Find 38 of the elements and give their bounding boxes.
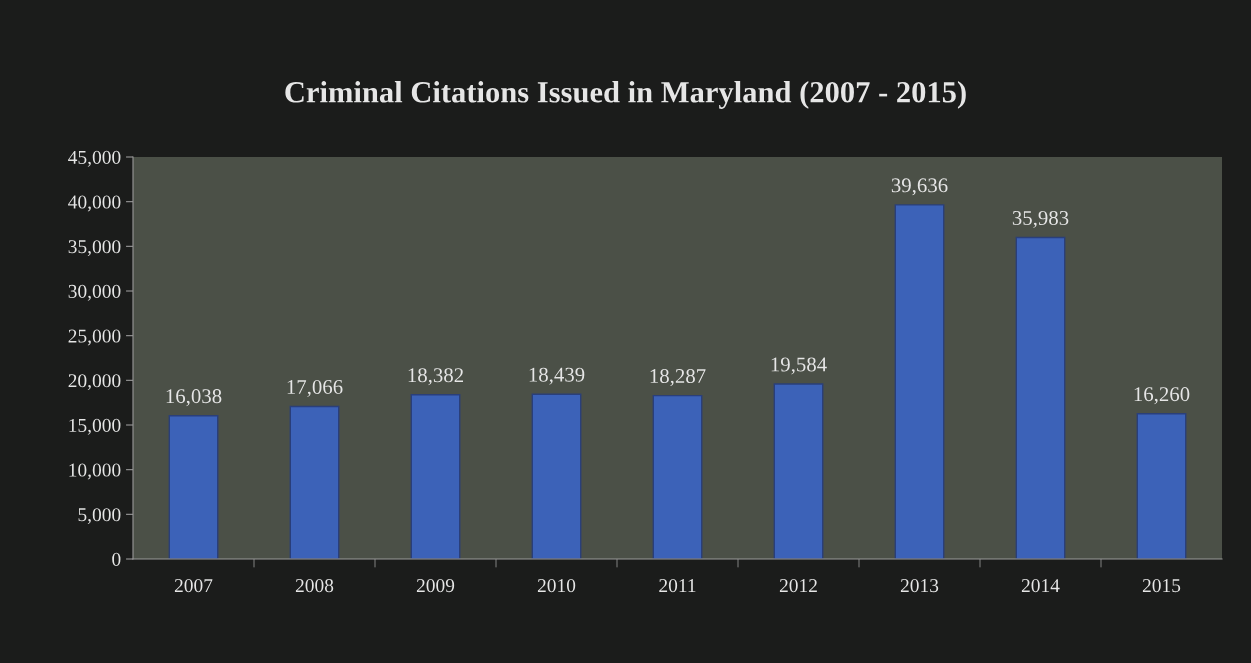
y-tick-label: 10,000 [69, 463, 121, 480]
data-label: 39,636 [891, 178, 948, 196]
y-tick-label: 25,000 [68, 329, 121, 346]
x-tick-label: 2008 [295, 579, 334, 593]
data-label: 16,038 [166, 389, 222, 407]
bar [894, 204, 945, 559]
x-tick-label: 2010 [537, 579, 576, 593]
y-tick-label: 30,000 [68, 284, 121, 301]
y-tick-label: 20,000 [68, 374, 121, 391]
data-label: 17,066 [287, 379, 343, 397]
bar [168, 415, 219, 559]
bar [652, 394, 703, 559]
y-tick-label: 40,000 [68, 195, 121, 212]
bar [1136, 413, 1187, 559]
chart-title: Criminal Citations Issued in Maryland (2007 - 2015) [285, 81, 966, 109]
y-tick-label: 15,000 [69, 418, 121, 435]
data-label: 16,260 [1134, 387, 1190, 405]
y-tick-label: 5,000 [78, 508, 121, 525]
data-label: 18,439 [529, 367, 585, 385]
x-tick-label: 2013 [900, 579, 939, 593]
y-tick-label: 35,000 [68, 240, 121, 257]
x-tick-label: 2015 [1142, 579, 1181, 593]
y-tick-label: 45,000 [68, 150, 121, 167]
data-label: 18,287 [650, 369, 706, 387]
data-label: 19,584 [771, 357, 827, 375]
bar [289, 405, 340, 559]
bar [410, 394, 461, 559]
x-tick-label: 2009 [416, 579, 455, 593]
x-tick-label: 2011 [659, 579, 696, 593]
x-tick-label: 2012 [779, 579, 817, 593]
bar [773, 383, 824, 559]
bar [1015, 236, 1066, 559]
x-tick-label: 2007 [174, 579, 213, 593]
x-tick-label: 2014 [1021, 579, 1060, 593]
data-label: 18,382 [408, 368, 463, 386]
y-tick-label: 0 [112, 552, 121, 566]
bar [531, 393, 582, 559]
data-label: 35,983 [1012, 210, 1069, 228]
